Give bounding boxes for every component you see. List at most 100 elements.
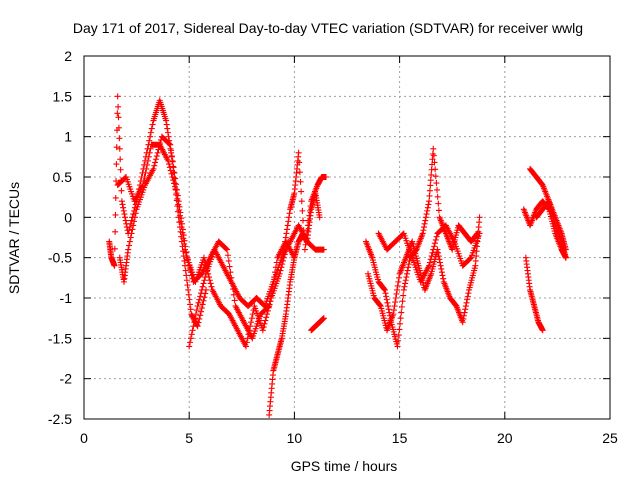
data-point	[182, 243, 189, 250]
data-point	[165, 157, 172, 164]
data-point	[243, 339, 250, 346]
data-point	[400, 286, 407, 293]
data-point	[434, 186, 441, 193]
data-point	[153, 153, 160, 160]
data-point	[397, 320, 404, 327]
data-point	[147, 129, 154, 136]
chart-title: Day 171 of 2017, Sidereal Day-to-day VTE…	[73, 20, 583, 36]
y-tick-label: -2	[60, 371, 73, 387]
data-point	[181, 257, 188, 264]
data-point	[226, 263, 233, 270]
data-point	[460, 315, 467, 322]
data-point	[432, 236, 439, 243]
data-point	[197, 290, 204, 297]
data-point	[539, 327, 546, 334]
data-point	[183, 249, 190, 256]
data-point	[166, 140, 173, 147]
data-point	[200, 297, 207, 304]
data-point	[403, 274, 410, 281]
data-point	[399, 298, 406, 305]
data-point	[430, 152, 437, 159]
data-point	[114, 110, 121, 117]
data-point	[420, 227, 427, 234]
data-point	[144, 157, 151, 164]
data-point	[421, 220, 428, 227]
data-point	[299, 207, 306, 214]
data-point	[421, 224, 428, 231]
data-point	[284, 226, 291, 233]
data-point	[143, 165, 150, 172]
data-point	[170, 164, 177, 171]
data-point	[306, 207, 313, 214]
x-tick-label: 10	[287, 430, 303, 446]
data-point	[144, 161, 151, 168]
series-t8	[362, 145, 481, 350]
data-point	[384, 299, 391, 306]
data-point	[113, 178, 120, 185]
data-point	[264, 311, 271, 318]
data-point	[149, 121, 156, 128]
data-point	[435, 200, 442, 207]
data-point	[377, 302, 384, 309]
data-point	[381, 286, 388, 293]
data-point	[187, 306, 194, 313]
data-point	[119, 201, 126, 208]
data-point	[300, 217, 307, 224]
data-point	[427, 177, 434, 184]
data-point	[187, 301, 194, 308]
series-t14	[533, 198, 569, 253]
data-point	[383, 296, 390, 303]
data-point	[425, 201, 432, 208]
data-point	[426, 192, 433, 199]
data-point	[148, 125, 155, 132]
data-point	[459, 319, 466, 326]
data-point	[150, 165, 157, 172]
data-point	[206, 277, 213, 284]
data-point	[126, 238, 133, 245]
data-point	[117, 156, 124, 163]
data-point	[286, 210, 293, 217]
data-point	[385, 306, 392, 313]
data-point	[280, 246, 287, 253]
data-point	[177, 209, 184, 216]
data-point	[259, 327, 266, 334]
data-point	[179, 226, 186, 233]
data-point	[183, 277, 190, 284]
data-point	[401, 283, 408, 290]
data-point	[163, 117, 170, 124]
data-point	[437, 262, 444, 269]
data-point	[168, 147, 175, 154]
data-point	[165, 133, 172, 140]
data-point	[199, 301, 206, 308]
data-point	[303, 232, 310, 239]
data-point	[262, 317, 269, 324]
data-point	[562, 246, 569, 253]
y-tick-label: -1	[60, 290, 73, 306]
data-point	[461, 309, 468, 316]
data-point	[167, 167, 174, 174]
data-point	[295, 149, 302, 156]
plot-frame	[83, 55, 611, 420]
data-point	[163, 121, 170, 128]
data-point	[112, 228, 119, 235]
data-point	[224, 252, 231, 259]
data-point	[198, 305, 205, 312]
data-point	[183, 272, 190, 279]
data-point	[185, 291, 192, 298]
data-point	[462, 303, 469, 310]
data-point	[476, 214, 483, 221]
data-point	[404, 267, 411, 274]
data-point	[430, 145, 437, 152]
data-point	[419, 230, 426, 237]
data-point	[231, 297, 238, 304]
data-point	[197, 293, 204, 300]
data-point	[196, 315, 203, 322]
data-point	[307, 203, 314, 210]
data-point	[304, 227, 311, 234]
data-point	[179, 220, 186, 227]
data-point	[131, 218, 138, 225]
data-point	[201, 294, 208, 301]
data-point	[182, 267, 189, 274]
data-point	[395, 337, 402, 344]
